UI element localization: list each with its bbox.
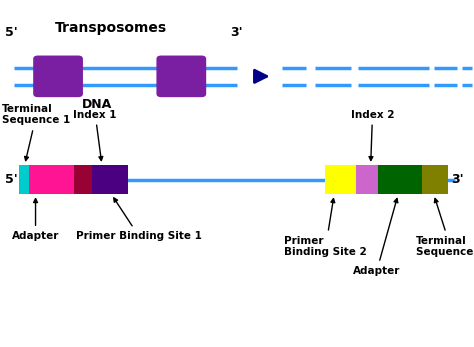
Text: Index 2: Index 2 <box>351 110 394 161</box>
Text: Terminal
Sequence 2: Terminal Sequence 2 <box>416 198 474 257</box>
Text: Primer Binding Site 1: Primer Binding Site 1 <box>76 198 202 241</box>
Text: Terminal
Sequence 1: Terminal Sequence 1 <box>2 104 71 161</box>
Bar <box>325 165 356 194</box>
Text: Adapter: Adapter <box>353 198 401 276</box>
Text: Index 1: Index 1 <box>73 110 117 161</box>
Text: 3': 3' <box>451 173 464 186</box>
Bar <box>422 165 448 194</box>
Bar <box>356 165 378 194</box>
Text: 5': 5' <box>5 173 18 186</box>
Text: Adapter: Adapter <box>12 198 59 241</box>
FancyBboxPatch shape <box>156 56 206 97</box>
Text: 5': 5' <box>5 26 18 40</box>
Text: Primer
Binding Site 2: Primer Binding Site 2 <box>284 198 367 257</box>
Text: Transposomes: Transposomes <box>55 21 167 35</box>
FancyBboxPatch shape <box>33 56 83 97</box>
Bar <box>378 165 422 194</box>
Text: 3': 3' <box>230 26 243 40</box>
Bar <box>29 165 74 194</box>
Text: DNA: DNA <box>82 98 112 111</box>
Bar <box>92 165 128 194</box>
Bar <box>19 165 29 194</box>
Bar <box>74 165 92 194</box>
